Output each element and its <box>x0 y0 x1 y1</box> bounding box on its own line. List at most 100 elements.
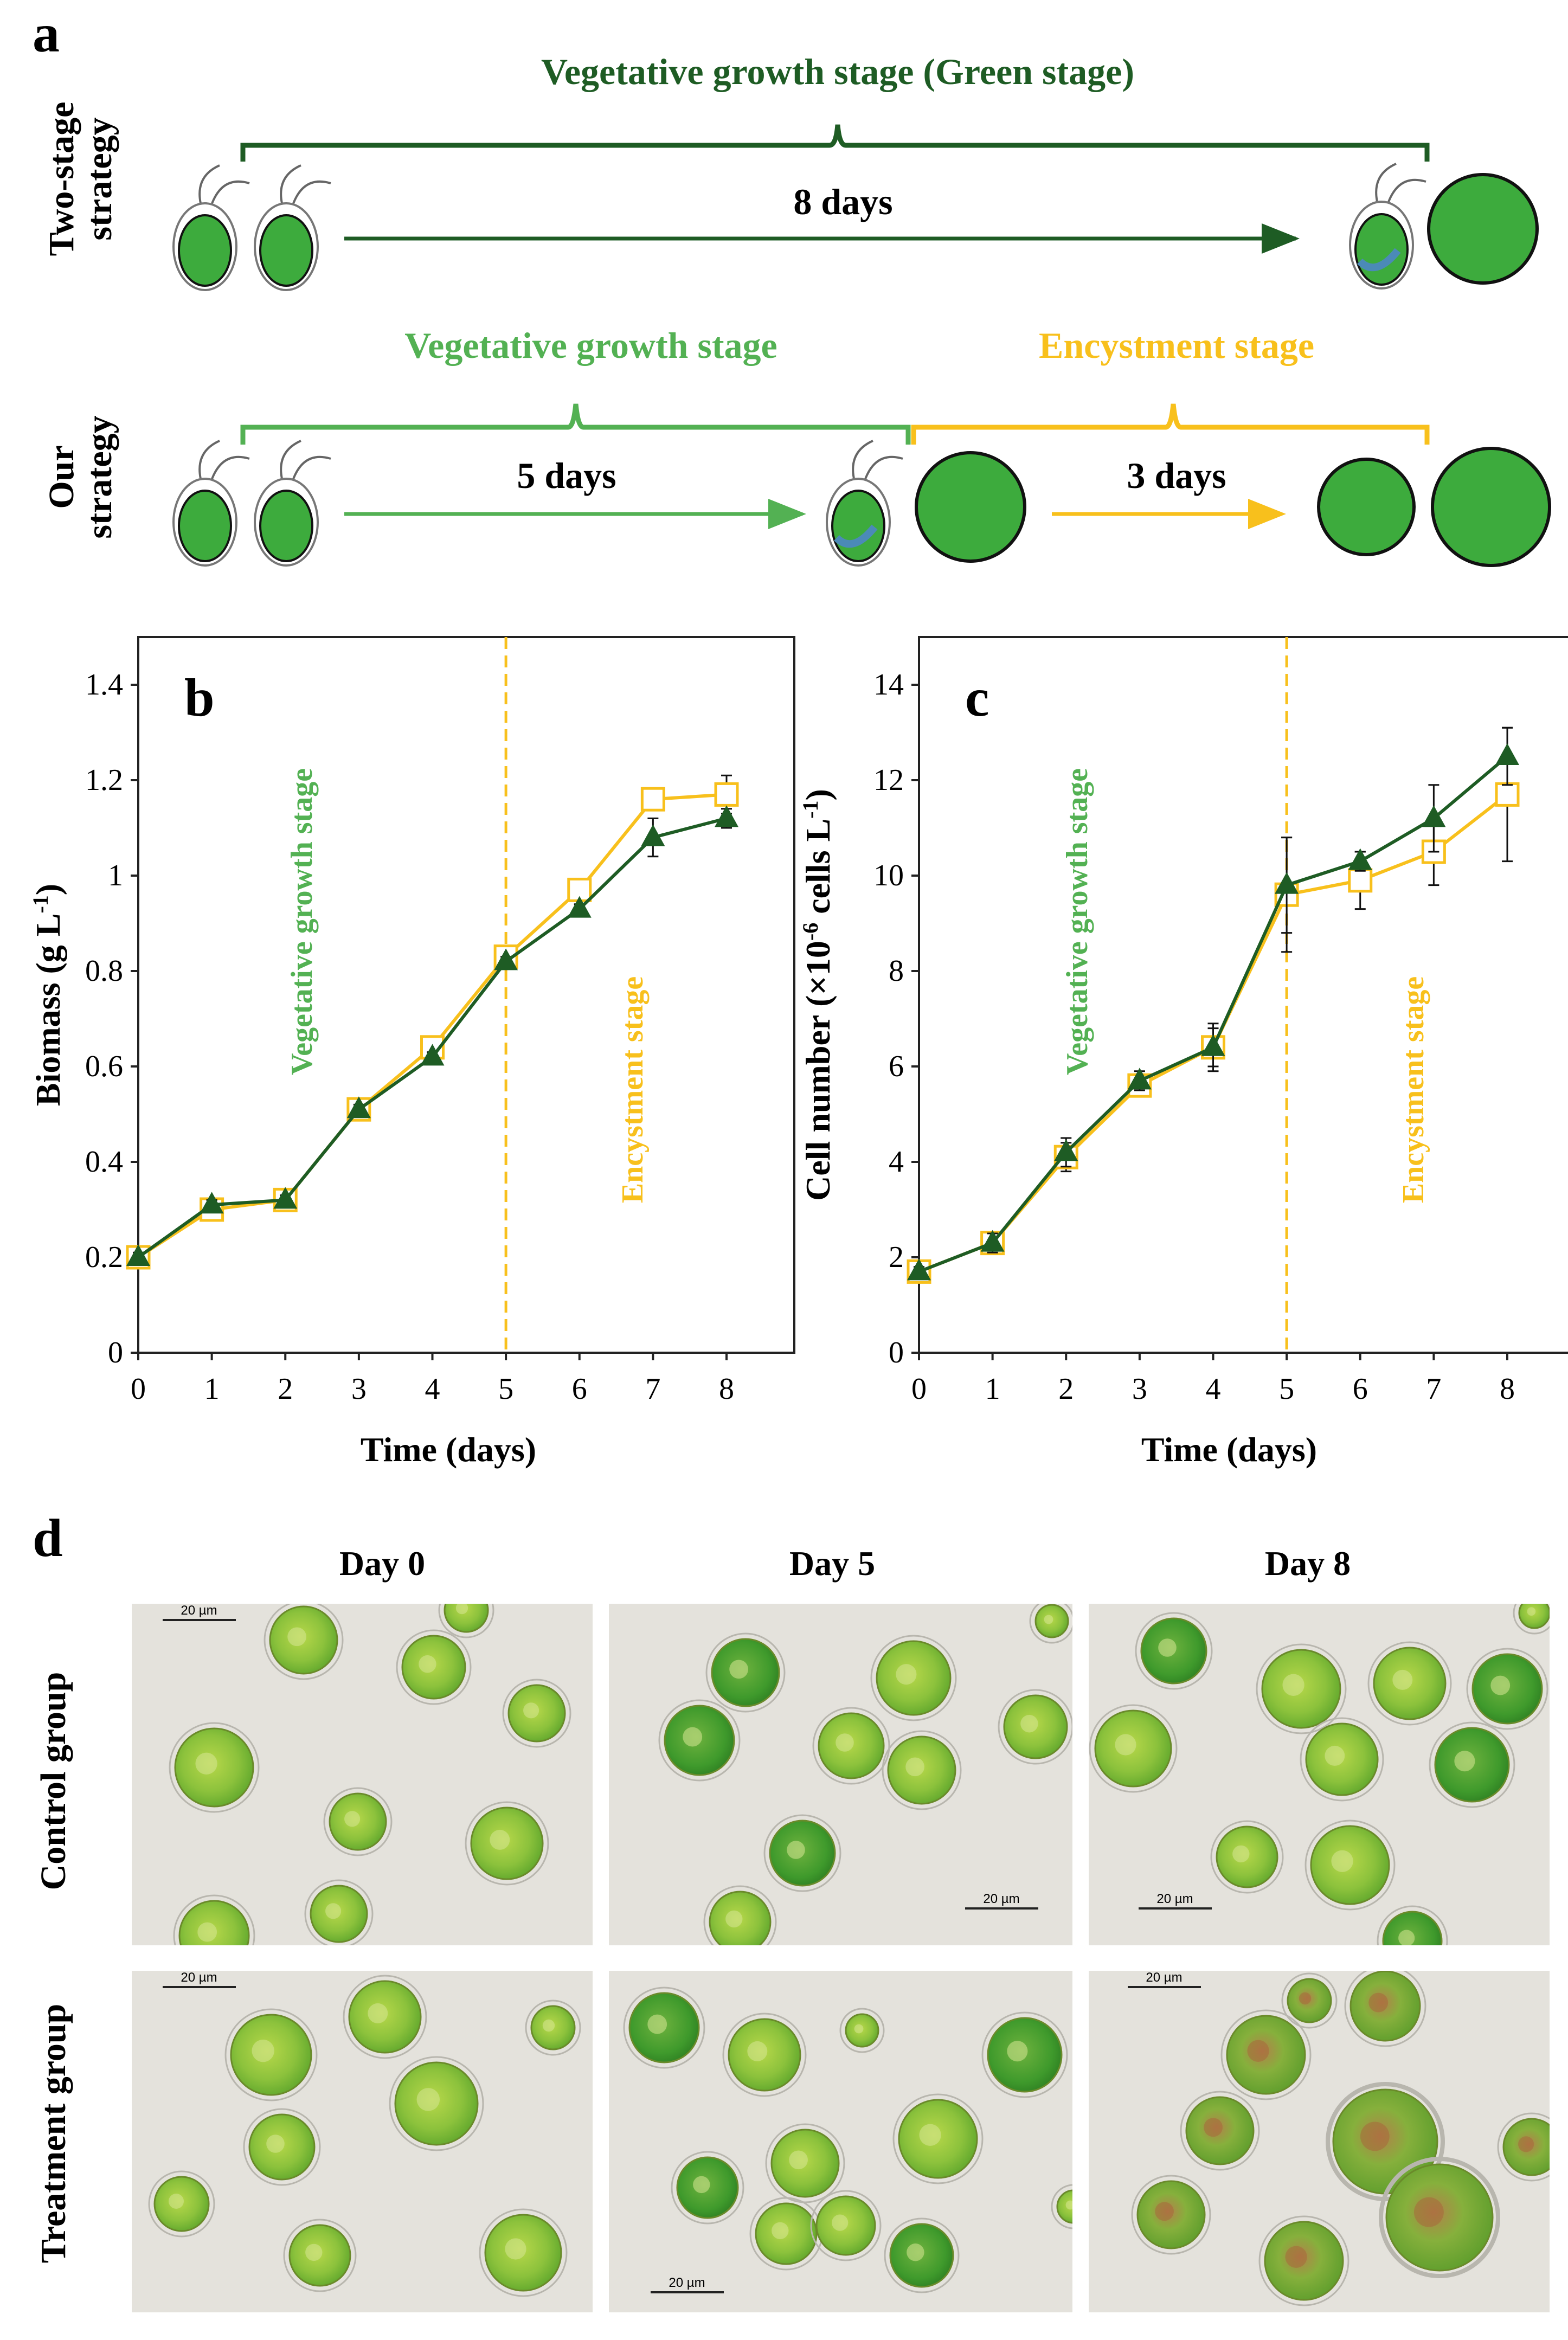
cell-organelle <box>252 2039 274 2062</box>
cell-organelle <box>1282 1674 1304 1696</box>
cell-wall <box>1466 1648 1548 1730</box>
svg-text:Two-stage: Two-stage <box>42 102 81 256</box>
x-tick-label: 2 <box>278 1372 293 1406</box>
cell-organelle <box>1020 1714 1038 1733</box>
cell-number-chart: c Cell number (×10-6 cells L-1) Time (da… <box>798 636 1568 1469</box>
data-point <box>567 896 592 918</box>
stage-label-vegetative: Vegetative growth stage <box>1061 768 1094 1075</box>
cell-organelle <box>907 2243 924 2261</box>
cell-wall <box>1513 1604 1550 1635</box>
cell-wall <box>264 1604 344 1680</box>
cell-wall <box>465 1801 549 1886</box>
cell-organelle <box>1065 2200 1072 2210</box>
panel-c-letter: c <box>965 667 989 728</box>
cell-organelle <box>789 2150 808 2170</box>
cell-wall <box>438 1604 494 1638</box>
cell-wall <box>722 2013 807 2097</box>
micrograph: 20 µm <box>132 1970 593 2312</box>
y-axis-label: Cell number (×10-6 cells L-1) <box>798 789 838 1201</box>
data-point <box>1422 805 1446 827</box>
cell-wall <box>1429 1721 1515 1808</box>
cell-organelle <box>1115 1734 1136 1756</box>
micrograph: 20 µm <box>1089 1970 1550 2312</box>
x-tick-label: 1 <box>204 1372 220 1406</box>
y-axis-label: Biomass (g L-1) <box>28 884 68 1106</box>
data-point <box>1054 1139 1078 1161</box>
cell-organelle <box>368 2003 388 2023</box>
data-point <box>494 948 518 970</box>
cell-organelle <box>1285 2246 1307 2268</box>
data-point <box>420 1044 445 1066</box>
micrograph: 20 µm <box>132 1603 593 1945</box>
cell-wall <box>998 1689 1072 1765</box>
cell-wall <box>1210 1820 1284 1894</box>
y-tick-label: 0.4 <box>85 1145 123 1179</box>
cell-wall <box>1135 1612 1213 1690</box>
svg-text:Vegetative growth stage: Vegetative growth stage <box>285 768 319 1075</box>
y-tick-label: 1 <box>108 859 123 892</box>
cell-organelle <box>1331 1850 1353 1872</box>
panel-a: a Two-stage strategy Vegetative growth s… <box>33 3 1551 567</box>
cell-organelle <box>919 2124 941 2146</box>
cell-wall <box>343 1975 427 2059</box>
y-tick-label: 8 <box>889 954 904 988</box>
cell-organelle <box>1299 1992 1312 2005</box>
data-point <box>640 787 665 812</box>
cell-wall <box>810 2190 882 2261</box>
y-tick-label: 0.8 <box>85 954 123 988</box>
flagellate-cell <box>826 440 903 567</box>
cell-organelle <box>287 1627 306 1647</box>
x-tick-label: 3 <box>1132 1372 1147 1406</box>
cell-organelle <box>1392 1669 1413 1690</box>
cell-wall <box>623 1987 705 2069</box>
row-label-treatment: Treatment group <box>34 2004 73 2263</box>
microalgae-cell <box>1518 1604 1550 1629</box>
y-tick-label: 12 <box>873 763 904 797</box>
cell-organelle <box>1518 2136 1534 2152</box>
panel-a-letter: a <box>33 3 60 63</box>
cell-wall <box>1220 2009 1312 2100</box>
cell-wall <box>1131 2175 1211 2255</box>
encystment-stage-label: Encystment stage <box>1039 325 1314 366</box>
cell-organelle <box>1158 1638 1177 1657</box>
scale-bar-label: 20 µm <box>983 1892 1019 1906</box>
y-tick-label: 1.4 <box>85 668 123 702</box>
svg-text:strategy: strategy <box>80 415 119 538</box>
our-strategy-row-label: Our strategy <box>42 415 119 538</box>
cell-wall <box>323 1787 393 1856</box>
x-tick-label: 2 <box>1058 1372 1074 1406</box>
cyst-cell <box>915 451 1026 563</box>
cell-wall <box>705 1632 786 1713</box>
x-tick-label: 5 <box>1279 1372 1294 1406</box>
micrograph: 20 µm <box>609 1604 1072 1945</box>
cell-organelle <box>523 1702 539 1719</box>
cell-organelle <box>729 1660 748 1679</box>
data-point <box>1127 1068 1152 1090</box>
eight-days-label: 8 days <box>793 181 892 222</box>
cell-wall <box>1051 2184 1072 2229</box>
cell-wall <box>1258 2215 1349 2306</box>
svg-text:Encystment stage: Encystment stage <box>616 976 650 1203</box>
column-label-day5: Day 5 <box>789 1544 875 1583</box>
svg-text:Biomass (g L-1): Biomass (g L-1) <box>28 884 68 1106</box>
y-tick-label: 2 <box>889 1240 904 1274</box>
five-days-label: 5 days <box>517 455 616 496</box>
cell-organelle <box>787 1841 805 1859</box>
microalgae-cell <box>444 1604 489 1633</box>
cell-wall <box>1377 1905 1448 1945</box>
cell-organelle <box>832 2214 849 2231</box>
y-tick-label: 0 <box>108 1336 123 1370</box>
cell-organelle <box>344 1811 361 1827</box>
x-tick-label: 6 <box>1353 1372 1368 1406</box>
cell-wall <box>148 2170 215 2238</box>
cell-wall <box>1367 1641 1452 1726</box>
y-tick-label: 10 <box>873 859 904 892</box>
cell-organelle <box>693 2176 710 2194</box>
flagellate-cell <box>254 440 331 567</box>
plot-frame <box>918 636 1568 1354</box>
cell-wall <box>1089 1704 1178 1793</box>
cell-wall <box>479 2208 568 2297</box>
data-point <box>126 1244 150 1266</box>
cell-wall <box>1300 1717 1384 1802</box>
three-days-label: 3 days <box>1127 455 1226 496</box>
